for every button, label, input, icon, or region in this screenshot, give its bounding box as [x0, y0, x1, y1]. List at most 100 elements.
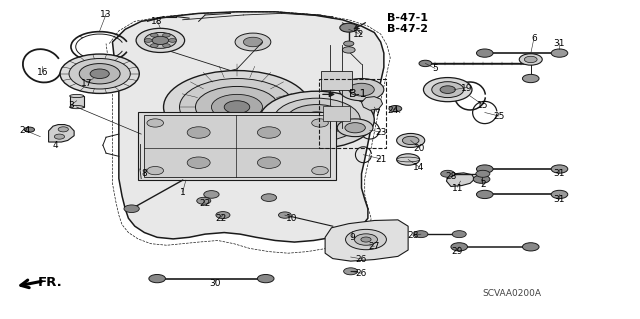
Text: 26: 26: [356, 269, 367, 278]
Text: 11: 11: [452, 184, 463, 193]
Circle shape: [136, 28, 184, 52]
Circle shape: [145, 33, 176, 48]
Text: 31: 31: [554, 195, 565, 204]
Text: 23: 23: [375, 128, 387, 137]
Text: 22: 22: [216, 214, 227, 223]
Bar: [321, 70, 352, 90]
Circle shape: [187, 127, 210, 138]
Circle shape: [551, 49, 568, 57]
Circle shape: [257, 127, 280, 138]
Circle shape: [196, 197, 211, 204]
Circle shape: [90, 69, 109, 78]
Circle shape: [344, 254, 358, 261]
Bar: [138, 112, 336, 180]
Circle shape: [147, 167, 164, 175]
Circle shape: [342, 47, 355, 53]
Circle shape: [150, 44, 158, 48]
Circle shape: [211, 94, 262, 120]
Circle shape: [340, 23, 358, 32]
Text: B-47-2: B-47-2: [387, 24, 428, 33]
Circle shape: [440, 86, 456, 93]
Circle shape: [551, 190, 568, 198]
Circle shape: [286, 105, 348, 135]
Text: 13: 13: [100, 11, 112, 19]
Text: 20: 20: [413, 144, 425, 153]
Circle shape: [389, 106, 402, 112]
Circle shape: [204, 191, 219, 198]
Circle shape: [551, 165, 568, 173]
Circle shape: [397, 133, 425, 147]
Text: 8: 8: [141, 169, 147, 178]
Text: 16: 16: [36, 68, 48, 77]
Circle shape: [164, 70, 310, 144]
Circle shape: [476, 170, 490, 177]
Circle shape: [337, 119, 373, 137]
Ellipse shape: [70, 106, 84, 109]
Circle shape: [58, 127, 68, 132]
Text: 27: 27: [369, 242, 380, 251]
Circle shape: [195, 86, 278, 128]
Text: 10: 10: [285, 214, 297, 223]
Text: 24: 24: [19, 126, 31, 135]
Bar: [319, 78, 386, 148]
Circle shape: [451, 243, 467, 251]
Circle shape: [312, 119, 328, 127]
Text: 12: 12: [353, 30, 364, 39]
Polygon shape: [49, 124, 74, 142]
Circle shape: [522, 243, 539, 251]
Circle shape: [301, 112, 333, 128]
Circle shape: [145, 39, 152, 42]
Circle shape: [476, 190, 493, 198]
Circle shape: [69, 58, 131, 89]
Circle shape: [273, 98, 360, 141]
Circle shape: [79, 63, 120, 84]
Polygon shape: [447, 173, 474, 187]
Text: FR.: FR.: [38, 276, 63, 289]
Text: 31: 31: [554, 169, 565, 178]
Circle shape: [349, 83, 374, 96]
Bar: [70, 96, 84, 107]
Circle shape: [524, 56, 537, 63]
Polygon shape: [362, 97, 383, 110]
Circle shape: [257, 157, 280, 168]
Circle shape: [476, 165, 493, 173]
Circle shape: [473, 175, 490, 183]
Text: B-47-1: B-47-1: [387, 13, 428, 23]
Text: 29: 29: [452, 247, 463, 256]
Circle shape: [476, 49, 493, 57]
Bar: [145, 115, 330, 177]
Circle shape: [60, 54, 140, 93]
Text: 9: 9: [349, 233, 355, 242]
Circle shape: [419, 60, 432, 67]
Text: 4: 4: [52, 141, 58, 150]
Text: 31: 31: [554, 39, 565, 48]
Polygon shape: [113, 12, 384, 242]
Circle shape: [152, 36, 169, 45]
Circle shape: [361, 237, 371, 242]
Circle shape: [243, 37, 262, 47]
Circle shape: [147, 119, 164, 127]
Circle shape: [163, 44, 170, 48]
Circle shape: [163, 33, 170, 37]
Text: 21: 21: [375, 155, 387, 164]
Text: 7: 7: [374, 109, 380, 118]
Text: 26: 26: [356, 255, 367, 264]
Text: 2: 2: [480, 181, 486, 189]
Polygon shape: [325, 220, 408, 261]
Circle shape: [414, 231, 428, 238]
Text: 5: 5: [432, 64, 438, 73]
Text: 18: 18: [152, 17, 163, 26]
Circle shape: [235, 33, 271, 51]
Text: B-1: B-1: [349, 89, 367, 100]
Circle shape: [224, 101, 250, 114]
Circle shape: [54, 134, 65, 139]
Circle shape: [346, 229, 387, 250]
Text: 30: 30: [209, 279, 220, 288]
Circle shape: [519, 54, 542, 65]
Ellipse shape: [70, 94, 84, 98]
Circle shape: [149, 274, 166, 283]
Text: 14: 14: [413, 163, 425, 172]
Text: 28: 28: [445, 173, 456, 182]
Circle shape: [424, 78, 472, 102]
Circle shape: [24, 127, 35, 132]
